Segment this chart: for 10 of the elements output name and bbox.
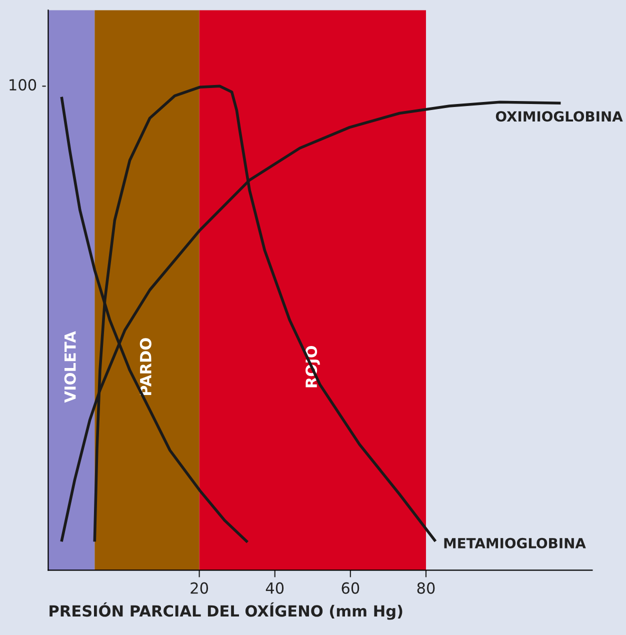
band-label: VIOLETA — [64, 331, 76, 403]
x-tick-label: 20 — [190, 582, 208, 594]
series-label: OXIMIOGLOBINA — [496, 111, 623, 122]
x-tick-label: 80 — [417, 582, 435, 594]
x-axis-title: PRESIÓN PARCIAL DEL OXÍGENO (mm Hg) — [50, 602, 402, 620]
series-label: METAMIOGLOBINA — [444, 538, 586, 548]
x-tick-label: 60 — [342, 582, 360, 594]
x-tick-label: 40 — [266, 582, 284, 594]
band-label: PARDO — [140, 338, 152, 396]
text: 100 — [10, 79, 36, 91]
